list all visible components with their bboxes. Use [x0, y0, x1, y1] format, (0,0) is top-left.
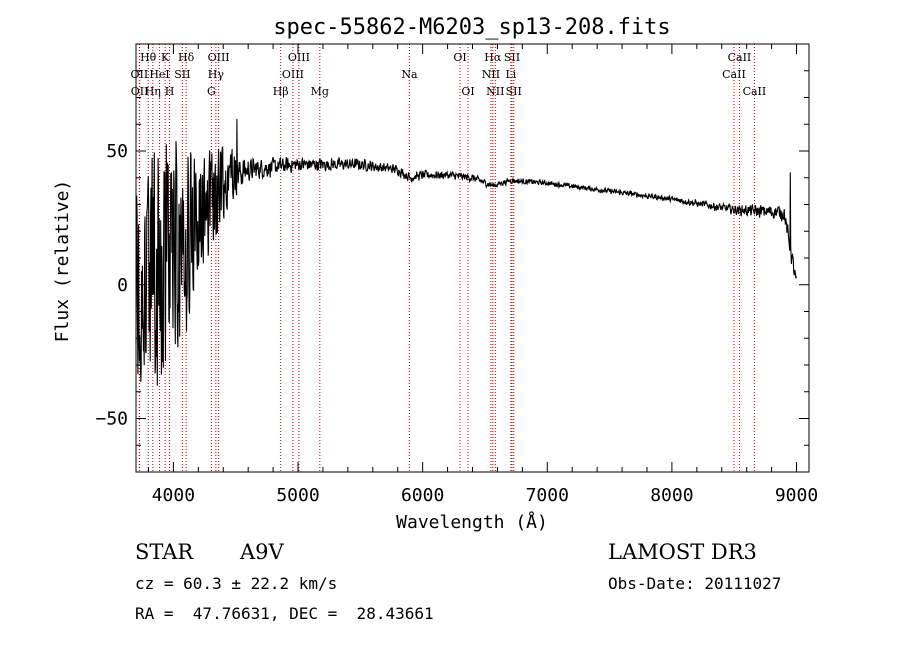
chart-title: spec-55862-M6203_sp13-208.fits — [273, 15, 670, 40]
x-axis-label: Wavelength (Å) — [396, 511, 548, 533]
spectral-line-label: OII — [131, 85, 149, 98]
spectral-line-label: NII — [482, 68, 500, 81]
spectral-line-label: Hη — [145, 85, 161, 98]
x-tick-label: 8000 — [650, 485, 693, 506]
x-tick-label: 5000 — [276, 485, 319, 506]
spectral-line-label: Hα — [484, 51, 502, 64]
axes-layer: 4000 5000 6000 7000 8000 9000 −50 0 50 — [95, 43, 818, 506]
plot-frame — [135, 43, 810, 473]
spectrum-layer — [135, 118, 797, 386]
spectral-line-label: Li — [505, 68, 516, 81]
survey-name: LAMOST DR3 — [608, 540, 757, 564]
x-tick-label: 6000 — [401, 485, 444, 506]
y-tick-label: 50 — [106, 141, 128, 162]
spectral-line-label: OIII — [208, 51, 230, 64]
object-class: STAR — [135, 540, 194, 564]
spectral-line-label: CaII — [728, 51, 752, 64]
coordinates: RA = 47.76631, DEC = 28.43661 — [135, 604, 434, 623]
redshift-cz: cz = 60.3 ± 22.2 km/s — [135, 574, 338, 593]
y-tick-label: −50 — [95, 409, 128, 430]
spectral-line-label: OIII — [282, 68, 304, 81]
spectral-line-label: Hδ — [178, 51, 195, 64]
obs-date: Obs-Date: 20111027 — [608, 574, 782, 593]
spectral-line-label: Hβ — [273, 85, 289, 98]
spectral-line-label: Hγ — [208, 68, 225, 81]
spectral-line-label: NII — [486, 85, 504, 98]
spectral-line-label: SII — [506, 85, 522, 98]
spectral-line-label: G — [207, 85, 216, 98]
x-tick-label: 4000 — [152, 485, 195, 506]
spectral-line-label: SII — [504, 51, 520, 64]
spectral-line-label: HeI — [149, 68, 169, 81]
spectral-line-label: CaII — [743, 85, 767, 98]
y-axis-label: Flux (relative) — [52, 180, 73, 343]
spectral-line-label: K — [161, 51, 170, 64]
spectral-line-label: Mg — [311, 85, 329, 98]
spectrum-curve — [135, 118, 797, 386]
spectral-line-label: CaII — [722, 68, 746, 81]
spectral-line-label: OI — [461, 85, 474, 98]
spectral-line-label: OIII — [288, 51, 310, 64]
object-subclass: A9V — [240, 540, 284, 564]
y-tick-label: 0 — [117, 275, 128, 296]
spectral-line-label: H — [165, 85, 175, 98]
spectral-line-label: Hθ — [140, 51, 157, 64]
spectral-line-label: Na — [401, 68, 418, 81]
x-tick-label: 9000 — [775, 485, 818, 506]
x-tick-label: 7000 — [526, 485, 569, 506]
spectral-line-label: OI — [453, 51, 466, 64]
spectral-line-label: SII — [174, 68, 190, 81]
